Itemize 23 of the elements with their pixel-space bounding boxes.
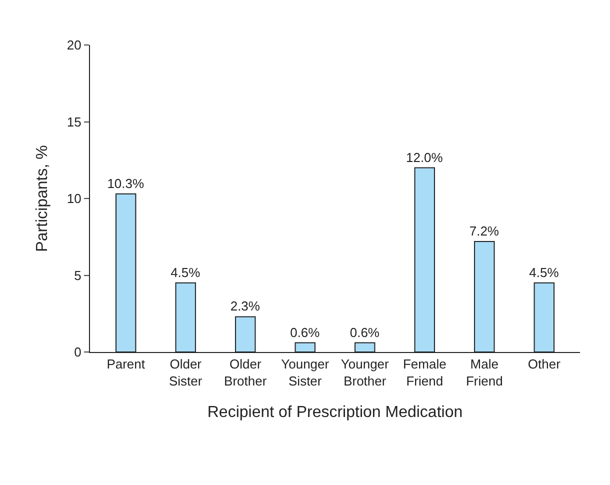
x-tick-label: Older Sister bbox=[168, 356, 203, 388]
x-tick-label: Younger Brother bbox=[340, 356, 390, 388]
x-tick-label: Younger Sister bbox=[281, 356, 330, 388]
x-tick-label: Male Friend bbox=[466, 356, 503, 388]
data-label: 10.3% bbox=[107, 176, 144, 191]
x-tick-label: Parent bbox=[106, 356, 146, 372]
data-label: 2.3% bbox=[230, 298, 260, 314]
y-tick-label: 15 bbox=[66, 114, 82, 130]
x-tick-label: Older Brother bbox=[224, 356, 268, 388]
data-label: 4.5% bbox=[170, 264, 201, 280]
data-label: 0.6% bbox=[290, 324, 320, 340]
data-label: 0.6% bbox=[350, 324, 380, 340]
y-tick-label: 10 bbox=[66, 191, 82, 206]
data-label: 7.2% bbox=[469, 223, 500, 238]
y-tick-label: 5 bbox=[74, 268, 82, 283]
data-label: 4.5% bbox=[529, 264, 560, 280]
y-tick-label: 20 bbox=[66, 38, 82, 53]
x-axis-title: Recipient of Prescription Medication bbox=[207, 404, 463, 422]
x-tick-label: Other bbox=[528, 356, 562, 372]
x-tick-label: Female Friend bbox=[402, 356, 446, 388]
y-tick-label: 0 bbox=[74, 344, 82, 360]
y-axis-title: Participants, % bbox=[34, 145, 51, 252]
data-label: 12.0% bbox=[406, 150, 444, 165]
